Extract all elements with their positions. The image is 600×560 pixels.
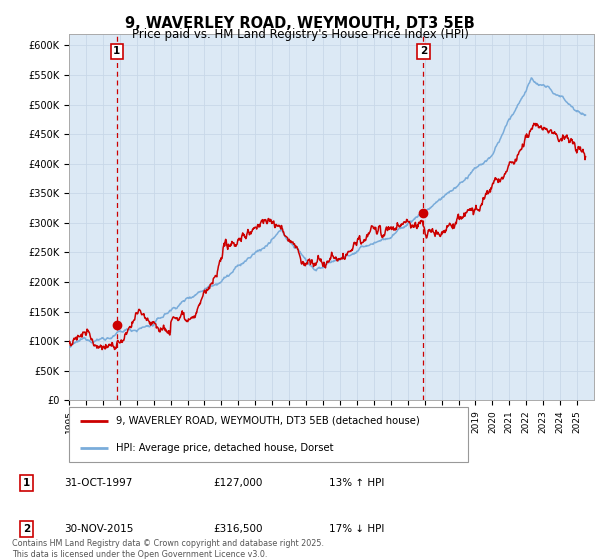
Text: £127,000: £127,000 (214, 478, 263, 488)
FancyBboxPatch shape (69, 407, 468, 462)
Text: Price paid vs. HM Land Registry's House Price Index (HPI): Price paid vs. HM Land Registry's House … (131, 28, 469, 41)
Text: HPI: Average price, detached house, Dorset: HPI: Average price, detached house, Dors… (116, 444, 334, 453)
Text: 1: 1 (23, 478, 30, 488)
Text: 1: 1 (113, 46, 121, 57)
Text: 17% ↓ HPI: 17% ↓ HPI (329, 524, 384, 534)
Text: £316,500: £316,500 (214, 524, 263, 534)
Text: 9, WAVERLEY ROAD, WEYMOUTH, DT3 5EB (detached house): 9, WAVERLEY ROAD, WEYMOUTH, DT3 5EB (det… (116, 416, 420, 426)
Text: Contains HM Land Registry data © Crown copyright and database right 2025.
This d: Contains HM Land Registry data © Crown c… (12, 539, 324, 559)
Text: 30-NOV-2015: 30-NOV-2015 (64, 524, 133, 534)
Text: 31-OCT-1997: 31-OCT-1997 (64, 478, 132, 488)
Text: 2: 2 (419, 46, 427, 57)
Text: 9, WAVERLEY ROAD, WEYMOUTH, DT3 5EB: 9, WAVERLEY ROAD, WEYMOUTH, DT3 5EB (125, 16, 475, 31)
Text: 2: 2 (23, 524, 30, 534)
Text: 13% ↑ HPI: 13% ↑ HPI (329, 478, 384, 488)
